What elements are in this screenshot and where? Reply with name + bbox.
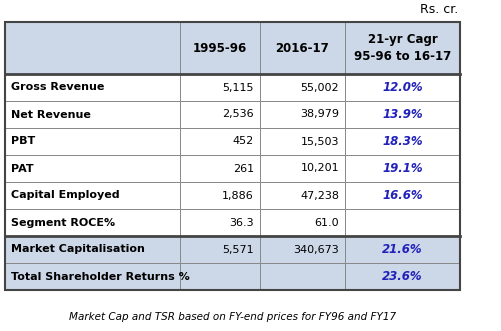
Text: 61.0: 61.0	[314, 217, 339, 227]
Bar	[180, 101, 260, 128]
Text: 1995-96: 1995-96	[193, 41, 247, 55]
Text: 1,886: 1,886	[222, 191, 254, 201]
Bar	[5, 128, 180, 155]
Text: 55,002: 55,002	[301, 82, 339, 92]
Text: Gross Revenue: Gross Revenue	[11, 82, 104, 92]
Bar	[260, 236, 345, 263]
Text: 47,238: 47,238	[300, 191, 339, 201]
Bar	[5, 101, 180, 128]
Bar	[345, 236, 460, 263]
Text: 10,201: 10,201	[301, 164, 339, 173]
Text: Market Cap and TSR based on FY-end prices for FY96 and FY17: Market Cap and TSR based on FY-end price…	[69, 312, 396, 322]
Bar	[5, 182, 180, 209]
Text: 21-yr Cagr
95-96 to 16-17: 21-yr Cagr 95-96 to 16-17	[354, 33, 451, 63]
Text: Total Shareholder Returns %: Total Shareholder Returns %	[11, 271, 190, 281]
Text: 5,571: 5,571	[222, 245, 254, 255]
Bar	[180, 263, 260, 290]
Text: 18.3%: 18.3%	[382, 135, 423, 148]
Text: 12.0%: 12.0%	[382, 81, 423, 94]
Text: PBT: PBT	[11, 136, 35, 147]
Text: 340,673: 340,673	[293, 245, 339, 255]
Text: Segment ROCE%: Segment ROCE%	[11, 217, 115, 227]
Bar	[180, 236, 260, 263]
Bar	[260, 209, 345, 236]
Bar	[345, 209, 460, 236]
Text: 21.6%: 21.6%	[382, 243, 423, 256]
Text: 261: 261	[233, 164, 254, 173]
Text: Market Capitalisation: Market Capitalisation	[11, 245, 145, 255]
Text: 16.6%: 16.6%	[382, 189, 423, 202]
Bar	[260, 263, 345, 290]
Bar	[180, 128, 260, 155]
Text: 19.1%: 19.1%	[382, 162, 423, 175]
Text: 38,979: 38,979	[300, 110, 339, 119]
Bar	[260, 128, 345, 155]
Bar	[5, 263, 180, 290]
Bar	[345, 101, 460, 128]
Text: 36.3: 36.3	[229, 217, 254, 227]
Bar	[345, 74, 460, 101]
Bar	[345, 263, 460, 290]
Text: 13.9%: 13.9%	[382, 108, 423, 121]
Text: 23.6%: 23.6%	[382, 270, 423, 283]
Bar	[345, 155, 460, 182]
Bar	[345, 22, 460, 74]
Bar	[260, 101, 345, 128]
Bar	[260, 22, 345, 74]
Bar	[5, 209, 180, 236]
Bar	[260, 182, 345, 209]
Bar	[180, 155, 260, 182]
Text: 2,536: 2,536	[222, 110, 254, 119]
Bar	[5, 22, 460, 290]
Text: 5,115: 5,115	[222, 82, 254, 92]
Text: 452: 452	[233, 136, 254, 147]
Bar	[345, 182, 460, 209]
Bar	[5, 236, 180, 263]
Text: 2016-17: 2016-17	[276, 41, 329, 55]
Bar	[180, 182, 260, 209]
Text: 15,503: 15,503	[301, 136, 339, 147]
Bar	[260, 155, 345, 182]
Text: Net Revenue: Net Revenue	[11, 110, 91, 119]
Bar	[5, 22, 180, 74]
Bar	[5, 74, 180, 101]
Bar	[180, 74, 260, 101]
Bar	[5, 155, 180, 182]
Text: PAT: PAT	[11, 164, 34, 173]
Text: Capital Employed: Capital Employed	[11, 191, 120, 201]
Text: Rs. cr.: Rs. cr.	[420, 3, 458, 16]
Bar	[345, 128, 460, 155]
Bar	[260, 74, 345, 101]
Bar	[180, 22, 260, 74]
Bar	[180, 209, 260, 236]
